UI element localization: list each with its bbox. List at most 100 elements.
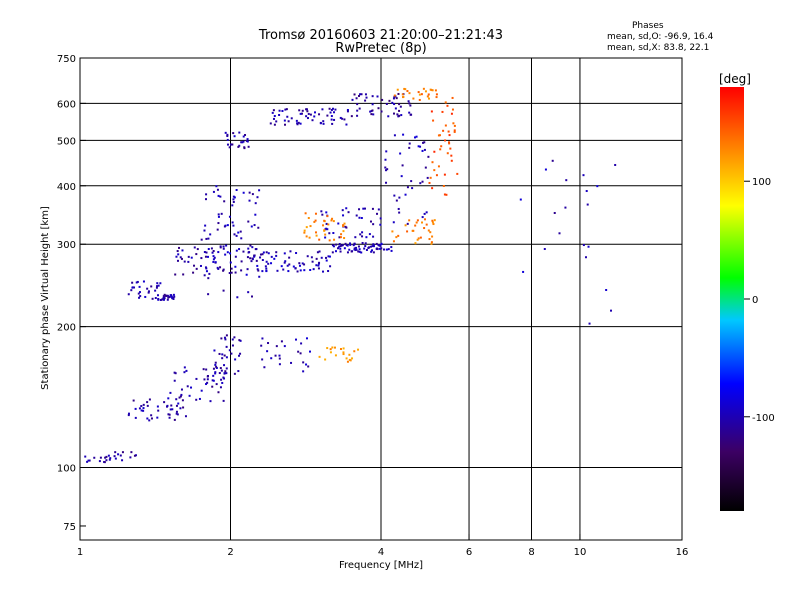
data-point bbox=[270, 262, 273, 265]
data-point bbox=[329, 111, 332, 114]
data-point bbox=[445, 193, 448, 196]
data-point bbox=[166, 404, 169, 407]
data-point bbox=[213, 349, 216, 352]
data-point bbox=[225, 244, 228, 247]
data-point bbox=[234, 358, 237, 361]
data-point bbox=[375, 242, 378, 245]
data-point bbox=[306, 255, 309, 258]
data-point bbox=[226, 251, 229, 254]
data-point bbox=[156, 285, 159, 288]
data-point bbox=[315, 234, 318, 237]
data-point bbox=[372, 244, 375, 247]
phase-stats-x: mean, sd,X: 83.8, 22.1 bbox=[607, 43, 710, 53]
data-point bbox=[393, 103, 396, 106]
y-tick-label: 300 bbox=[57, 240, 76, 251]
data-point bbox=[320, 210, 323, 213]
data-point bbox=[432, 223, 435, 226]
data-point bbox=[307, 112, 310, 115]
data-point bbox=[250, 260, 253, 263]
data-point bbox=[340, 233, 343, 236]
data-point bbox=[341, 209, 344, 212]
data-point bbox=[105, 455, 108, 458]
data-point bbox=[150, 285, 153, 288]
data-point bbox=[408, 111, 411, 114]
data-point bbox=[586, 203, 589, 206]
data-point bbox=[378, 247, 381, 250]
data-point bbox=[206, 378, 209, 381]
data-point bbox=[434, 89, 437, 92]
data-point bbox=[185, 369, 188, 372]
data-point bbox=[377, 107, 380, 110]
data-point bbox=[84, 455, 87, 458]
data-point bbox=[265, 270, 268, 273]
data-point bbox=[186, 385, 189, 388]
data-point bbox=[173, 295, 176, 298]
data-point bbox=[193, 246, 196, 249]
data-point bbox=[315, 264, 318, 267]
data-point bbox=[408, 142, 411, 145]
data-point bbox=[353, 350, 356, 353]
data-point bbox=[346, 360, 349, 363]
data-point bbox=[265, 267, 268, 270]
data-point bbox=[346, 244, 349, 247]
data-point bbox=[150, 417, 153, 420]
data-point bbox=[140, 409, 143, 412]
data-point bbox=[318, 113, 321, 116]
data-point bbox=[423, 218, 426, 221]
data-point bbox=[146, 287, 149, 290]
data-point bbox=[431, 187, 434, 190]
data-point bbox=[221, 381, 224, 384]
data-point bbox=[130, 289, 133, 292]
data-point bbox=[224, 370, 227, 373]
data-point bbox=[259, 253, 262, 256]
data-point bbox=[203, 251, 206, 254]
data-point bbox=[244, 133, 247, 136]
data-point bbox=[346, 108, 349, 111]
data-point bbox=[311, 260, 314, 263]
data-point bbox=[330, 115, 333, 118]
data-point bbox=[303, 229, 306, 232]
data-point bbox=[223, 354, 226, 357]
data-point bbox=[309, 268, 312, 271]
data-point bbox=[134, 454, 137, 457]
data-point bbox=[412, 97, 415, 100]
data-point bbox=[175, 412, 178, 415]
phase-stats-heading: Phases bbox=[632, 21, 664, 31]
data-point bbox=[232, 198, 235, 201]
data-point bbox=[411, 187, 414, 190]
data-point bbox=[426, 176, 429, 179]
data-point bbox=[409, 104, 412, 107]
data-point bbox=[358, 107, 361, 110]
data-point bbox=[356, 114, 359, 117]
data-point bbox=[588, 322, 591, 325]
data-point bbox=[364, 245, 367, 248]
data-point bbox=[345, 123, 348, 126]
data-point bbox=[209, 233, 212, 236]
data-point bbox=[333, 238, 336, 241]
data-point bbox=[397, 92, 400, 95]
data-point bbox=[587, 245, 590, 248]
data-point bbox=[253, 255, 256, 258]
data-point bbox=[290, 117, 293, 120]
data-point bbox=[216, 188, 219, 191]
data-point bbox=[437, 134, 440, 137]
data-point bbox=[216, 266, 219, 269]
data-point bbox=[183, 366, 186, 369]
data-point bbox=[385, 181, 388, 184]
data-point bbox=[205, 193, 208, 196]
data-point bbox=[322, 122, 325, 125]
data-point bbox=[251, 257, 254, 260]
data-point bbox=[220, 337, 223, 340]
data-point bbox=[114, 457, 117, 460]
data-point bbox=[314, 219, 317, 222]
data-point bbox=[173, 379, 176, 382]
data-point bbox=[365, 248, 368, 251]
data-point bbox=[378, 244, 381, 247]
data-point bbox=[398, 196, 401, 199]
data-point bbox=[296, 123, 299, 126]
data-point bbox=[127, 412, 130, 415]
data-point bbox=[275, 345, 278, 348]
data-point bbox=[183, 371, 186, 374]
data-point bbox=[239, 230, 242, 233]
